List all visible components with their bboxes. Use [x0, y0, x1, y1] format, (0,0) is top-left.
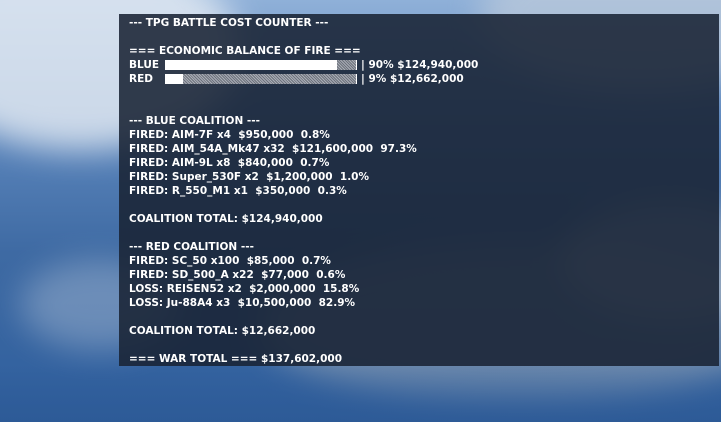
balance-bar: [165, 60, 357, 70]
panel-title: --- TPG BATTLE COST COUNTER ---: [129, 17, 329, 29]
balance-label: BLUE: [129, 59, 160, 71]
blue-coalition-heading: --- BLUE COALITION ---: [129, 115, 260, 127]
red-coalition-heading: --- RED COALITION ---: [129, 241, 254, 253]
battle-cost-panel: --- TPG BATTLE COST COUNTER --- === ECON…: [119, 14, 719, 366]
horizon: [0, 366, 721, 422]
balance-bar-fill: [166, 60, 337, 70]
balance-bar-fill: [166, 74, 184, 84]
balance-bar: [165, 74, 357, 84]
red-entry: FIRED: SC_50 x100 $85,000 0.7%: [129, 255, 331, 267]
blue-entry: FIRED: R_550_M1 x1 $350,000 0.3%: [129, 185, 347, 197]
blue-coalition-total: COALITION TOTAL: $124,940,000: [129, 213, 323, 225]
balance-row-red: RED | 9% $12,662,000: [129, 72, 709, 86]
red-coalition-total: COALITION TOTAL: $12,662,000: [129, 325, 316, 337]
red-entry: LOSS: REISEN52 x2 $2,000,000 15.8%: [129, 283, 360, 295]
blue-entry: FIRED: Super_530F x2 $1,200,000 1.0%: [129, 171, 370, 183]
balance-row-blue: BLUE | 90% $124,940,000: [129, 58, 709, 72]
blue-entry: FIRED: AIM_54A_Mk47 x32 $121,600,000 97.…: [129, 143, 417, 155]
balance-value: | 90% $124,940,000: [361, 59, 479, 71]
red-entry: FIRED: SD_500_A x22 $77,000 0.6%: [129, 269, 346, 281]
blue-entry: FIRED: AIM-9L x8 $840,000 0.7%: [129, 157, 330, 169]
blue-entry: FIRED: AIM-7F x4 $950,000 0.8%: [129, 129, 330, 141]
red-entry: LOSS: Ju-88A4 x3 $10,500,000 82.9%: [129, 297, 356, 309]
war-total: === WAR TOTAL === $137,602,000: [129, 353, 343, 365]
balance-heading: === ECONOMIC BALANCE OF FIRE ===: [129, 45, 361, 57]
balance-value: | 9% $12,662,000: [361, 73, 464, 85]
balance-label: RED: [129, 73, 153, 85]
